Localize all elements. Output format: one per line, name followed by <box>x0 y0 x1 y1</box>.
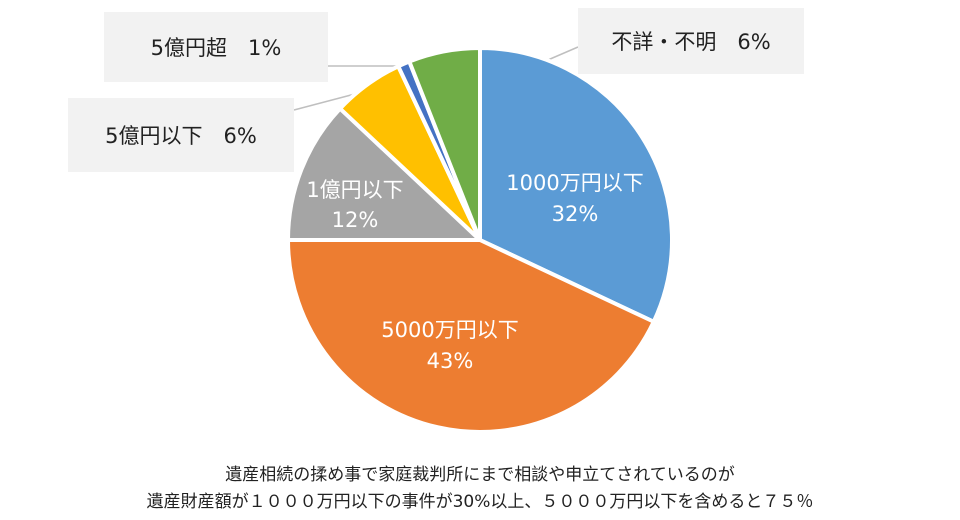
pie-slices <box>286 46 674 434</box>
slice-value-1oku: 12% <box>332 208 379 232</box>
callout-fusho: 不詳・不明 6% <box>578 8 804 74</box>
caption-line-2: 遺産財産額が１０００万円以下の事件が30%以上、５０００万円以下を含めると７５％ <box>146 492 814 512</box>
slice-label-1oku: 1億円以下 <box>306 178 403 202</box>
callout-5oku-ika: 5億円以下 6% <box>68 98 294 172</box>
slice-label-5000man: 5000万円以下 <box>381 318 518 342</box>
slice-value-5000man: 43% <box>427 349 474 373</box>
pie-chart: 1000万円以下 32% 5000万円以下 43% 1億円以下 12% <box>286 46 674 434</box>
callout-5oku-cho: 5億円超 1% <box>104 12 328 82</box>
slice-value-1000man: 32% <box>552 202 599 226</box>
slice-fusho <box>407 46 482 242</box>
caption-line-1: 遺産相続の揉め事で家庭裁判所にまで相談や申立てされているのが <box>225 465 735 485</box>
pie-slice-labels: 1000万円以下 32% 5000万円以下 43% 1億円以下 12% <box>306 171 643 373</box>
slice-1000man <box>478 46 674 324</box>
slice-label-1000man: 1000万円以下 <box>506 171 643 195</box>
slice-1oku <box>286 106 482 242</box>
slice-5000man <box>286 238 656 434</box>
